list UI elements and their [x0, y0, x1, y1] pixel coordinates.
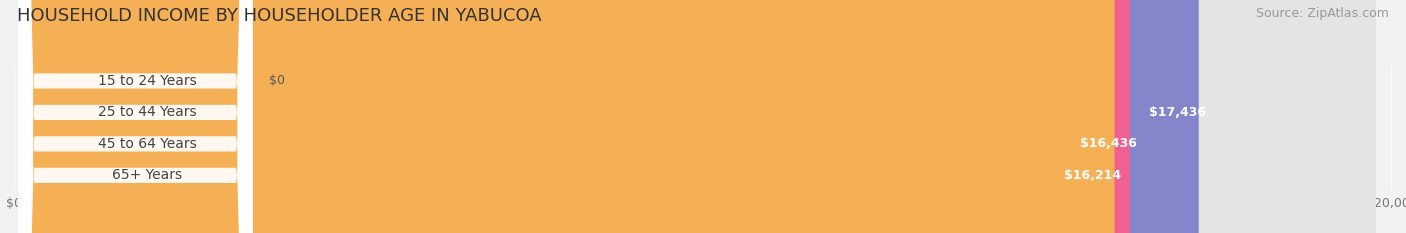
Text: HOUSEHOLD INCOME BY HOUSEHOLDER AGE IN YABUCOA: HOUSEHOLD INCOME BY HOUSEHOLDER AGE IN Y…: [17, 7, 541, 25]
Text: Source: ZipAtlas.com: Source: ZipAtlas.com: [1256, 7, 1389, 20]
FancyBboxPatch shape: [31, 0, 1130, 233]
FancyBboxPatch shape: [31, 0, 65, 233]
FancyBboxPatch shape: [31, 0, 1199, 233]
FancyBboxPatch shape: [31, 0, 1375, 233]
Text: 45 to 64 Years: 45 to 64 Years: [97, 137, 197, 151]
FancyBboxPatch shape: [18, 0, 253, 233]
FancyBboxPatch shape: [31, 0, 1115, 233]
Text: $17,436: $17,436: [1149, 106, 1206, 119]
FancyBboxPatch shape: [18, 0, 253, 233]
Text: 65+ Years: 65+ Years: [112, 168, 183, 182]
FancyBboxPatch shape: [31, 0, 1375, 233]
FancyBboxPatch shape: [31, 0, 1375, 233]
FancyBboxPatch shape: [18, 0, 253, 233]
Text: $16,214: $16,214: [1064, 169, 1122, 182]
Text: $0: $0: [269, 75, 285, 87]
Text: 25 to 44 Years: 25 to 44 Years: [97, 105, 197, 120]
Text: 15 to 24 Years: 15 to 24 Years: [97, 74, 197, 88]
Text: $16,436: $16,436: [1080, 137, 1137, 150]
FancyBboxPatch shape: [18, 0, 253, 233]
FancyBboxPatch shape: [31, 0, 1375, 233]
